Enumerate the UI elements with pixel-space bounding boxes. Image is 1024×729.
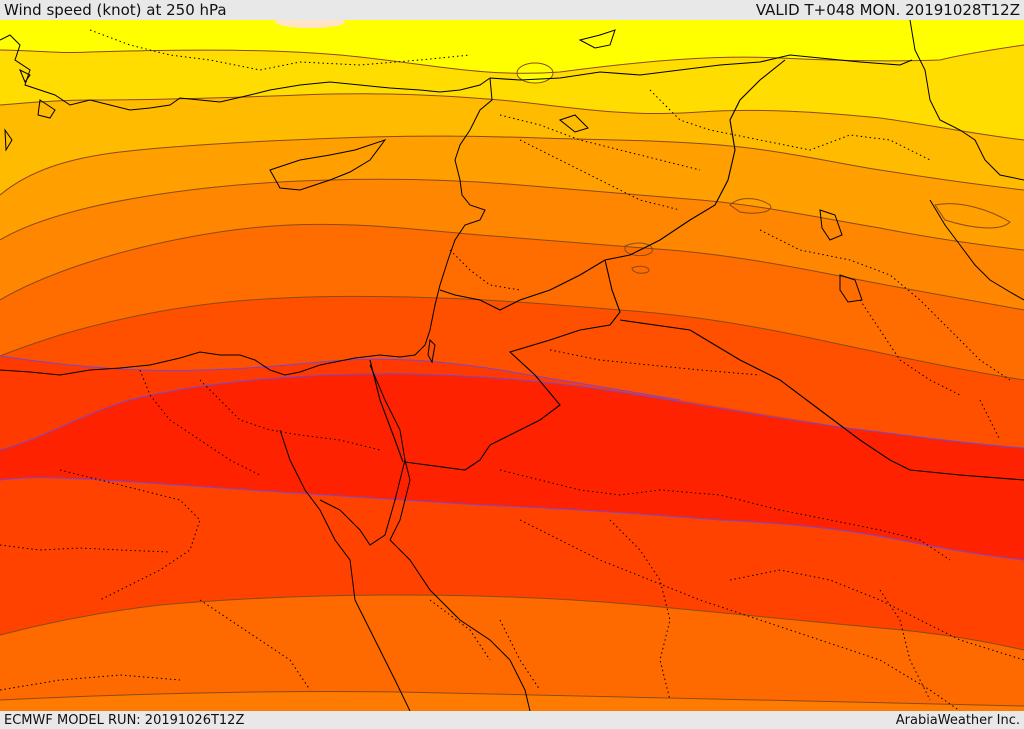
band-yellow [0, 20, 1024, 74]
footer-bar: ECMWF MODEL RUN: 20191026T12Z ArabiaWeat… [0, 711, 1024, 729]
band-core [0, 373, 1024, 560]
cyprus [269, 139, 387, 191]
province-boundaries [0, 29, 1024, 711]
sinai-east [319, 364, 406, 546]
black-sea-coast [558, 29, 616, 133]
gulf-of-suez [279, 429, 411, 711]
lake-van [819, 209, 843, 241]
header-bar: Wind speed (knot) at 250 hPa VALID T+048… [0, 0, 1024, 20]
credit-label: ArabiaWeather Inc. [895, 712, 1020, 728]
jet-core-contours [0, 355, 1024, 561]
levant-coast [379, 77, 493, 358]
band-red-orange-south [0, 477, 1024, 650]
aegean-islands [4, 68, 56, 152]
peach-spot [275, 20, 345, 28]
map-panel[interactable] [0, 20, 1024, 711]
band-orange [0, 179, 1024, 310]
egypt-coast [0, 351, 381, 376]
contour-lines [0, 44, 1024, 707]
gulf-of-aqaba [389, 459, 411, 541]
wind-speed-map [0, 20, 1024, 711]
caspian-coast [909, 20, 1024, 181]
band-orange-far-south [0, 691, 1024, 711]
lake-urmia [839, 274, 863, 303]
dead-sea [427, 338, 436, 364]
valid-time: VALID T+048 MON. 20191028T12Z [755, 1, 1020, 19]
model-run-label: ECMWF MODEL RUN: 20191026T12Z [4, 712, 245, 728]
band-orange-south [0, 595, 1024, 711]
band-amber [0, 93, 1024, 195]
band-orange-light [0, 136, 1024, 250]
red-sea-coast [389, 539, 531, 711]
turkey-coast [0, 34, 491, 111]
map-title: Wind speed (knot) at 250 hPa [4, 1, 227, 19]
persian-gulf-coast [929, 199, 1024, 301]
country-borders [369, 54, 1024, 481]
coastlines [0, 20, 1024, 711]
